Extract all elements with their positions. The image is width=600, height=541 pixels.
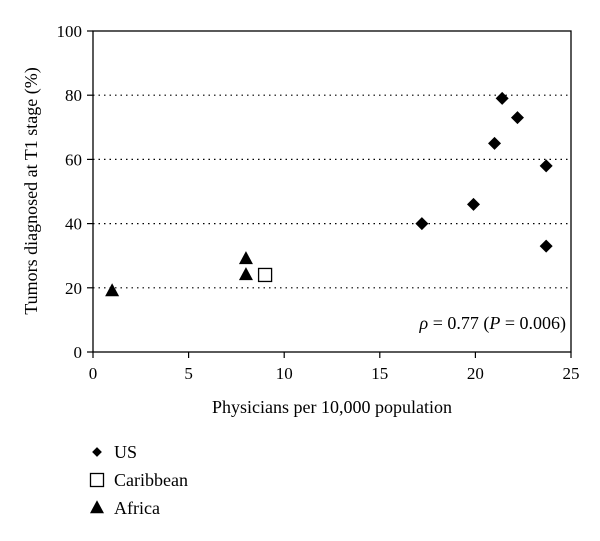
gridlines	[93, 94, 571, 289]
correlation-annotation: ρ = 0.77 (P = 0.006)	[419, 313, 566, 334]
legend-marker-africa	[90, 500, 104, 514]
p-symbol: P	[488, 313, 500, 333]
legend: US Caribbean Africa	[89, 442, 188, 518]
us-data-point	[539, 239, 553, 253]
legend-marker-us	[92, 447, 102, 457]
y-tick-label: 20	[65, 279, 82, 298]
us-data-point	[488, 136, 502, 150]
us-data-point	[415, 217, 429, 231]
caribbean-data-point	[257, 267, 273, 283]
x-tick-label: 10	[276, 364, 293, 383]
y-tick-label: 80	[65, 86, 82, 105]
annotation-text-end: = 0.006)	[500, 313, 566, 334]
us-data-point	[510, 111, 524, 125]
plot-area-frame	[92, 30, 572, 353]
us-data-point	[539, 159, 553, 173]
us-data-point	[495, 91, 509, 105]
legend-label-us: US	[114, 442, 137, 462]
rho-symbol: ρ	[419, 313, 429, 333]
legend-label-caribbean: Caribbean	[114, 470, 188, 490]
axis-ticks: 0 20 40 60 80 100 0 5 10 15 20 25	[57, 22, 580, 383]
x-axis-title: Physicians per 10,000 population	[212, 397, 452, 417]
y-tick-label: 40	[65, 215, 82, 234]
legend-label-africa: Africa	[114, 498, 160, 518]
x-tick-label: 0	[89, 364, 98, 383]
us-data-point	[466, 197, 480, 211]
x-tick-label: 25	[563, 364, 580, 383]
x-tick-label: 5	[184, 364, 193, 383]
y-tick-label: 60	[65, 150, 82, 169]
africa-data-point	[105, 283, 120, 297]
legend-marker-caribbean	[89, 472, 105, 488]
africa-data-point	[238, 251, 253, 265]
annotation-text: = 0.77 (	[428, 313, 489, 334]
data-points	[105, 91, 553, 297]
y-axis-title: Tumors diagnosed at T1 stage (%)	[21, 67, 42, 314]
y-tick-label: 0	[74, 343, 83, 362]
y-tick-label: 100	[57, 22, 83, 41]
x-tick-label: 15	[371, 364, 388, 383]
x-tick-label: 20	[467, 364, 484, 383]
africa-data-point	[238, 267, 253, 281]
